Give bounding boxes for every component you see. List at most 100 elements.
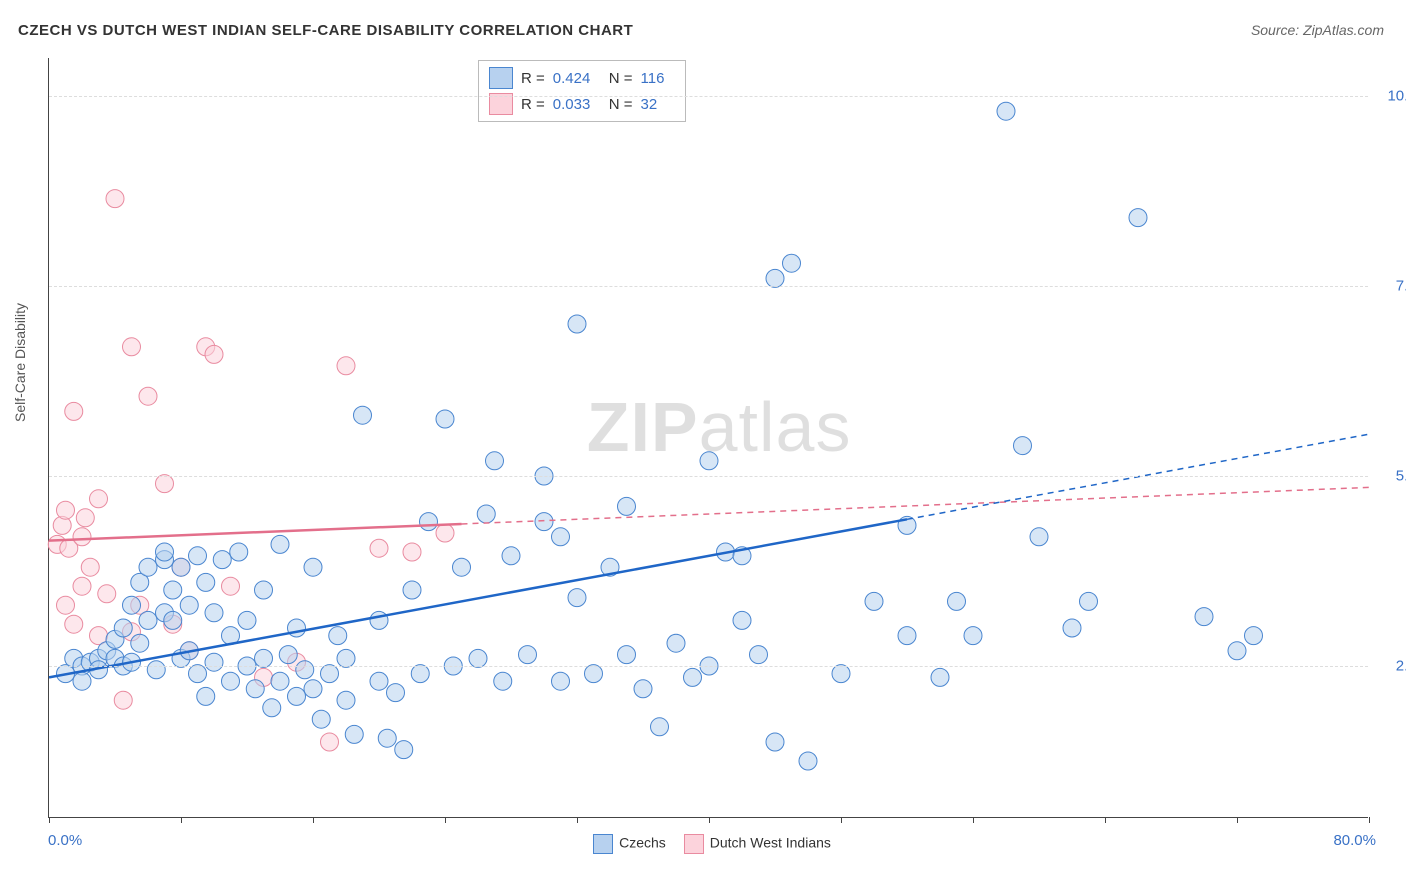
legend-swatch [593, 834, 613, 854]
data-point [477, 505, 495, 523]
data-point [1129, 209, 1147, 227]
data-point [997, 102, 1015, 120]
gridline [49, 286, 1368, 287]
data-point [189, 547, 207, 565]
data-point [304, 558, 322, 576]
data-point [213, 551, 231, 569]
data-point [1063, 619, 1081, 637]
data-point [131, 634, 149, 652]
y-tick-label: 7.5% [1375, 278, 1406, 295]
data-point [865, 592, 883, 610]
data-point [139, 558, 157, 576]
data-point [73, 577, 91, 595]
data-point [76, 509, 94, 527]
x-tick [841, 817, 842, 823]
data-point [114, 619, 132, 637]
data-point [403, 581, 421, 599]
data-point [832, 665, 850, 683]
legend-label: Czechs [619, 835, 666, 851]
data-point [197, 573, 215, 591]
data-point [469, 649, 487, 667]
data-point [81, 558, 99, 576]
data-point [766, 269, 784, 287]
x-tick [445, 817, 446, 823]
y-tick-label: 5.0% [1375, 468, 1406, 485]
data-point [1014, 437, 1032, 455]
data-point [948, 592, 966, 610]
data-point [964, 627, 982, 645]
data-point [634, 680, 652, 698]
data-point [453, 558, 471, 576]
data-point [1228, 642, 1246, 660]
data-point [733, 611, 751, 629]
page-root: CZECH VS DUTCH WEST INDIAN SELF-CARE DIS… [0, 0, 1406, 892]
data-point [57, 596, 75, 614]
legend-row: R =0.424N =116 [489, 65, 675, 91]
data-point [222, 577, 240, 595]
y-axis-label: Self-Care Disability [12, 303, 28, 422]
x-tick [1369, 817, 1370, 823]
chart-title: CZECH VS DUTCH WEST INDIAN SELF-CARE DIS… [18, 22, 633, 39]
data-point [552, 672, 570, 690]
data-point [337, 649, 355, 667]
data-point [898, 627, 916, 645]
data-point [106, 190, 124, 208]
x-tick [973, 817, 974, 823]
data-point [263, 699, 281, 717]
data-point [147, 661, 165, 679]
data-point [65, 402, 83, 420]
data-point [1030, 528, 1048, 546]
data-point [486, 452, 504, 470]
data-point [370, 539, 388, 557]
x-tick [577, 817, 578, 823]
data-point [123, 338, 141, 356]
data-point [337, 357, 355, 375]
x-tick [709, 817, 710, 823]
legend-label: Dutch West Indians [710, 835, 831, 851]
data-point [552, 528, 570, 546]
data-point [354, 406, 372, 424]
data-point [90, 490, 108, 508]
data-point [156, 475, 174, 493]
scatter-svg [49, 58, 1368, 817]
data-point [255, 581, 273, 599]
gridline [49, 476, 1368, 477]
data-point [312, 710, 330, 728]
data-point [337, 691, 355, 709]
data-point [519, 646, 537, 664]
data-point [684, 668, 702, 686]
trend-line [49, 524, 462, 541]
data-point [271, 535, 289, 553]
data-point [1245, 627, 1263, 645]
data-point [73, 528, 91, 546]
gridline [49, 666, 1368, 667]
data-point [304, 680, 322, 698]
data-point [345, 725, 363, 743]
data-point [783, 254, 801, 272]
data-point [321, 665, 339, 683]
data-point [205, 345, 223, 363]
data-point [1195, 608, 1213, 626]
x-tick [181, 817, 182, 823]
data-point [180, 596, 198, 614]
source-label: Source: ZipAtlas.com [1251, 22, 1384, 38]
data-point [57, 501, 75, 519]
data-point [411, 665, 429, 683]
data-point [172, 558, 190, 576]
data-point [799, 752, 817, 770]
data-point [403, 543, 421, 561]
data-point [618, 646, 636, 664]
data-point [205, 604, 223, 622]
x-tick [1105, 817, 1106, 823]
data-point [436, 524, 454, 542]
data-point [750, 646, 768, 664]
data-point [139, 611, 157, 629]
data-point [378, 729, 396, 747]
data-point [700, 452, 718, 470]
data-point [139, 387, 157, 405]
data-point [255, 649, 273, 667]
data-point [246, 680, 264, 698]
legend-row: R =0.033N =32 [489, 91, 675, 117]
data-point [370, 611, 388, 629]
data-point [651, 718, 669, 736]
